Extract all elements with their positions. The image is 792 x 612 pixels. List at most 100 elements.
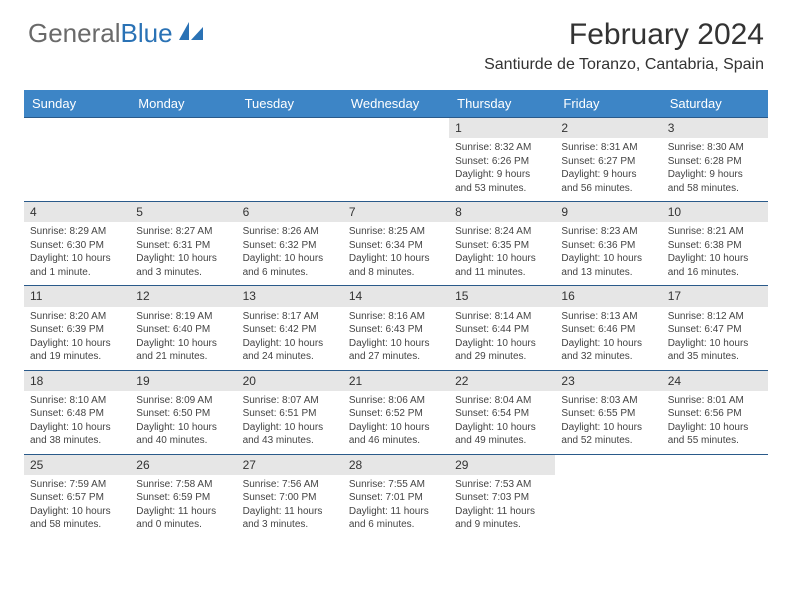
day-cell: 21Sunrise: 8:06 AMSunset: 6:52 PMDayligh…	[343, 371, 449, 454]
sunset-text: Sunset: 6:31 PM	[136, 239, 230, 253]
day-header-friday: Friday	[555, 90, 661, 117]
day-number: 9	[555, 202, 661, 222]
sunset-text: Sunset: 6:36 PM	[561, 239, 655, 253]
sunrise-text: Sunrise: 7:53 AM	[455, 478, 549, 492]
week-row: 4Sunrise: 8:29 AMSunset: 6:30 PMDaylight…	[24, 201, 768, 285]
sunset-text: Sunset: 6:51 PM	[243, 407, 337, 421]
day-cell	[237, 118, 343, 201]
day-number: 6	[237, 202, 343, 222]
logo-text-gray: General	[28, 18, 121, 49]
day-cell: 17Sunrise: 8:12 AMSunset: 6:47 PMDayligh…	[662, 286, 768, 369]
sunrise-text: Sunrise: 8:07 AM	[243, 394, 337, 408]
day-number: 25	[24, 455, 130, 475]
day-cell	[130, 118, 236, 201]
day-number: 14	[343, 286, 449, 306]
day-number: 3	[662, 118, 768, 138]
week-row: 25Sunrise: 7:59 AMSunset: 6:57 PMDayligh…	[24, 454, 768, 538]
sunset-text: Sunset: 6:48 PM	[30, 407, 124, 421]
day-cell: 4Sunrise: 8:29 AMSunset: 6:30 PMDaylight…	[24, 202, 130, 285]
day-cell: 14Sunrise: 8:16 AMSunset: 6:43 PMDayligh…	[343, 286, 449, 369]
day-cell: 1Sunrise: 8:32 AMSunset: 6:26 PMDaylight…	[449, 118, 555, 201]
day-cell: 22Sunrise: 8:04 AMSunset: 6:54 PMDayligh…	[449, 371, 555, 454]
sunrise-text: Sunrise: 8:16 AM	[349, 310, 443, 324]
sunrise-text: Sunrise: 7:56 AM	[243, 478, 337, 492]
sunrise-text: Sunrise: 8:29 AM	[30, 225, 124, 239]
sunset-text: Sunset: 6:28 PM	[668, 155, 762, 169]
day-number: 15	[449, 286, 555, 306]
daylight-text: Daylight: 10 hours and 11 minutes.	[455, 252, 549, 279]
sunrise-text: Sunrise: 8:03 AM	[561, 394, 655, 408]
day-header-saturday: Saturday	[662, 90, 768, 117]
day-cell	[24, 118, 130, 201]
day-number: 21	[343, 371, 449, 391]
day-cell: 23Sunrise: 8:03 AMSunset: 6:55 PMDayligh…	[555, 371, 661, 454]
logo-text-blue: Blue	[121, 18, 173, 49]
sunset-text: Sunset: 6:27 PM	[561, 155, 655, 169]
daylight-text: Daylight: 10 hours and 13 minutes.	[561, 252, 655, 279]
day-cell: 18Sunrise: 8:10 AMSunset: 6:48 PMDayligh…	[24, 371, 130, 454]
daylight-text: Daylight: 10 hours and 40 minutes.	[136, 421, 230, 448]
day-number: 13	[237, 286, 343, 306]
daylight-text: Daylight: 10 hours and 52 minutes.	[561, 421, 655, 448]
day-number: 11	[24, 286, 130, 306]
sunrise-text: Sunrise: 8:17 AM	[243, 310, 337, 324]
logo: GeneralBlue	[28, 18, 205, 49]
sunset-text: Sunset: 6:47 PM	[668, 323, 762, 337]
day-header-thursday: Thursday	[449, 90, 555, 117]
sunset-text: Sunset: 6:34 PM	[349, 239, 443, 253]
daylight-text: Daylight: 11 hours and 9 minutes.	[455, 505, 549, 532]
daylight-text: Daylight: 11 hours and 0 minutes.	[136, 505, 230, 532]
sunset-text: Sunset: 6:26 PM	[455, 155, 549, 169]
day-cell: 29Sunrise: 7:53 AMSunset: 7:03 PMDayligh…	[449, 455, 555, 538]
daylight-text: Daylight: 11 hours and 6 minutes.	[349, 505, 443, 532]
day-number: 18	[24, 371, 130, 391]
sunset-text: Sunset: 6:55 PM	[561, 407, 655, 421]
day-cell	[555, 455, 661, 538]
sunrise-text: Sunrise: 8:14 AM	[455, 310, 549, 324]
day-number: 27	[237, 455, 343, 475]
day-number: 2	[555, 118, 661, 138]
week-row: 18 Sunrise: 8:10 AMSunset: 6:48 PM Dayligh…	[24, 370, 768, 454]
sunrise-text: Sunrise: 8:23 AM	[561, 225, 655, 239]
sunrise-text: Sunrise: 8:12 AM	[668, 310, 762, 324]
sunset-text: Sunset: 6:39 PM	[30, 323, 124, 337]
day-number: 22	[449, 371, 555, 391]
day-number: 7	[343, 202, 449, 222]
day-cell: 28Sunrise: 7:55 AMSunset: 7:01 PMDayligh…	[343, 455, 449, 538]
day-cell: 12Sunrise: 8:19 AMSunset: 6:40 PMDayligh…	[130, 286, 236, 369]
sunrise-text: Sunrise: 8:20 AM	[30, 310, 124, 324]
day-cell: 26Sunrise: 7:58 AMSunset: 6:59 PMDayligh…	[130, 455, 236, 538]
sunrise-text: Sunrise: 8:25 AM	[349, 225, 443, 239]
sunrise-text: Sunrise: 7:55 AM	[349, 478, 443, 492]
day-cell: 15Sunrise: 8:14 AMSunset: 6:44 PMDayligh…	[449, 286, 555, 369]
sunrise-text: Sunrise: 8:06 AM	[349, 394, 443, 408]
sunset-text: Sunset: 7:00 PM	[243, 491, 337, 505]
day-cell: 27 Sunrise: 7:56 AMSunset: 7:00 PMDayligh…	[237, 455, 343, 538]
daylight-text: Daylight: 10 hours and 32 minutes.	[561, 337, 655, 364]
sunset-text: Sunset: 6:42 PM	[243, 323, 337, 337]
day-cell: 6Sunrise: 8:26 AMSunset: 6:32 PMDaylight…	[237, 202, 343, 285]
sunrise-text: Sunrise: 8:10 AM	[30, 394, 124, 408]
sunset-text: Sunset: 6:32 PM	[243, 239, 337, 253]
sunset-text: Sunset: 6:40 PM	[136, 323, 230, 337]
day-number: 20	[237, 371, 343, 391]
day-cell: 24Sunrise: 8:01 AMSunset: 6:56 PMDayligh…	[662, 371, 768, 454]
daylight-text: Daylight: 11 hours and 3 minutes.	[243, 505, 337, 532]
daylight-text: Daylight: 10 hours and 19 minutes.	[30, 337, 124, 364]
sunrise-text: Sunrise: 8:21 AM	[668, 225, 762, 239]
sunrise-text: Sunrise: 8:31 AM	[561, 141, 655, 155]
daylight-text: Daylight: 9 hours and 58 minutes.	[668, 168, 762, 195]
daylight-text: Daylight: 10 hours and 58 minutes.	[30, 505, 124, 532]
day-number: 29	[449, 455, 555, 475]
week-row: 11Sunrise: 8:20 AMSunset: 6:39 PMDayligh…	[24, 285, 768, 369]
day-number: 12	[130, 286, 236, 306]
month-title: February 2024	[484, 18, 764, 52]
day-cell	[662, 455, 768, 538]
sunrise-text: Sunrise: 8:24 AM	[455, 225, 549, 239]
day-header-monday: Monday	[130, 90, 236, 117]
day-header-sunday: Sunday	[24, 90, 130, 117]
daylight-text: Daylight: 10 hours and 43 minutes.	[243, 421, 337, 448]
daylight-text: Daylight: 10 hours and 24 minutes.	[243, 337, 337, 364]
daylight-text: Daylight: 10 hours and 8 minutes.	[349, 252, 443, 279]
day-header-wednesday: Wednesday	[343, 90, 449, 117]
